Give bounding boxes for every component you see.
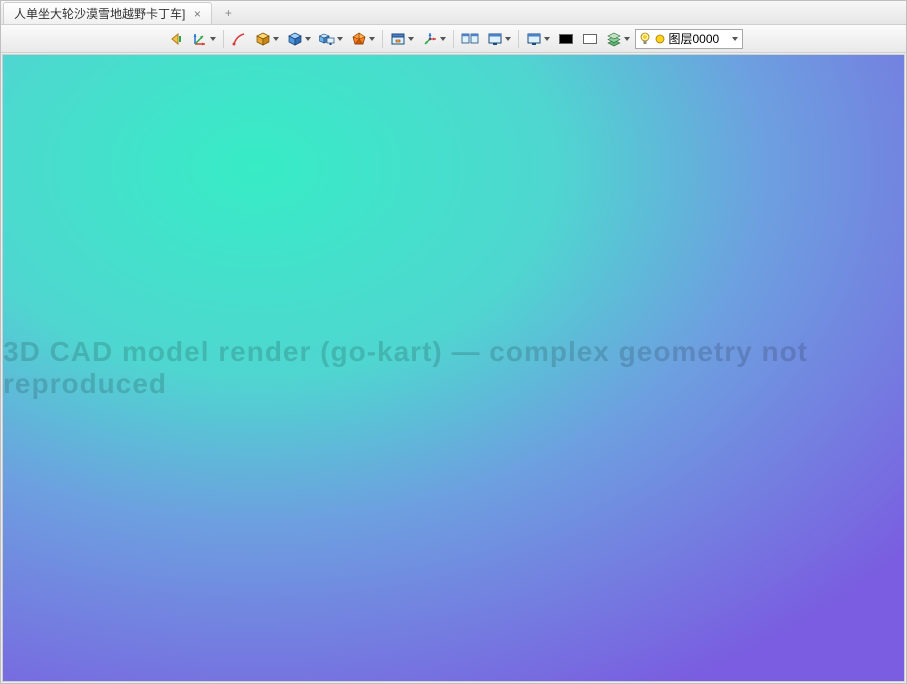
layers-dropdown[interactable] [603,28,633,50]
chevron-down-icon [440,37,446,41]
chevron-down-icon [337,37,343,41]
close-tab-button[interactable]: × [191,8,203,20]
viewport-background [3,55,904,681]
main-toolbar: 图层0000 [1,25,906,53]
facet-style-dropdown[interactable] [348,28,378,50]
cube-gold-icon [255,31,271,47]
bulb-icon [639,32,651,46]
display-style-dropdown[interactable] [284,28,314,50]
chevron-down-icon [408,37,414,41]
monitor-icon [526,31,542,47]
toolbar-separator [518,30,519,48]
layer-selector[interactable]: 图层0000 [635,29,743,49]
multi-view-button[interactable] [458,28,482,50]
chevron-down-icon [544,37,550,41]
plus-icon: + [225,6,232,20]
document-tab-active[interactable]: 人单坐大轮沙漠雪地越野卡丁车] × [3,2,212,24]
chevron-down-icon [624,37,630,41]
facets-icon [351,31,367,47]
chevron-down-icon [505,37,511,41]
prev-view-icon [168,31,184,47]
unpaint-button[interactable] [228,28,250,50]
prev-view-button[interactable] [165,28,187,50]
move-tool-dropdown[interactable] [419,28,449,50]
toolbar-separator [382,30,383,48]
move-axes-icon [422,31,438,47]
cube-blue-icon [287,31,303,47]
toolbar-separator [453,30,454,48]
layers-icon [606,31,622,47]
screen-config-dropdown[interactable] [523,28,553,50]
layer-selector-label: 图层0000 [669,30,720,47]
csys-dropdown[interactable] [189,28,219,50]
3d-viewport[interactable]: 3D CAD model render (go-kart) — complex … [2,54,905,682]
chevron-down-icon [273,37,279,41]
unpaint-icon [231,31,247,47]
chevron-down-icon [369,37,375,41]
shade-mode-dropdown[interactable] [252,28,282,50]
close-icon: × [194,7,201,21]
document-tab-bar: 人单坐大轮沙漠雪地越野卡丁车] × + [1,1,906,25]
chevron-down-icon [210,37,216,41]
toolbar-separator [223,30,224,48]
swatch-icon [559,34,573,44]
chevron-down-icon [305,37,311,41]
render-settings-dropdown[interactable] [316,28,346,50]
monitor-icon [487,31,503,47]
monitor-dropdown[interactable] [484,28,514,50]
cube-monitor-icon [319,31,335,47]
document-tab-label: 人单坐大轮沙漠雪地越野卡丁车] [14,5,185,22]
dot-yellow-icon [655,34,665,44]
chevron-down-icon [732,37,738,41]
color-black-swatch[interactable] [555,28,577,50]
new-tab-button[interactable]: + [218,3,238,23]
csys-icon [192,31,208,47]
swatch-icon [583,34,597,44]
app-root: 人单坐大轮沙漠雪地越野卡丁车] × + [0,0,907,684]
monitor-pair-icon [461,31,479,47]
color-white-swatch[interactable] [579,28,601,50]
window-icon [390,31,406,47]
view-window-dropdown[interactable] [387,28,417,50]
